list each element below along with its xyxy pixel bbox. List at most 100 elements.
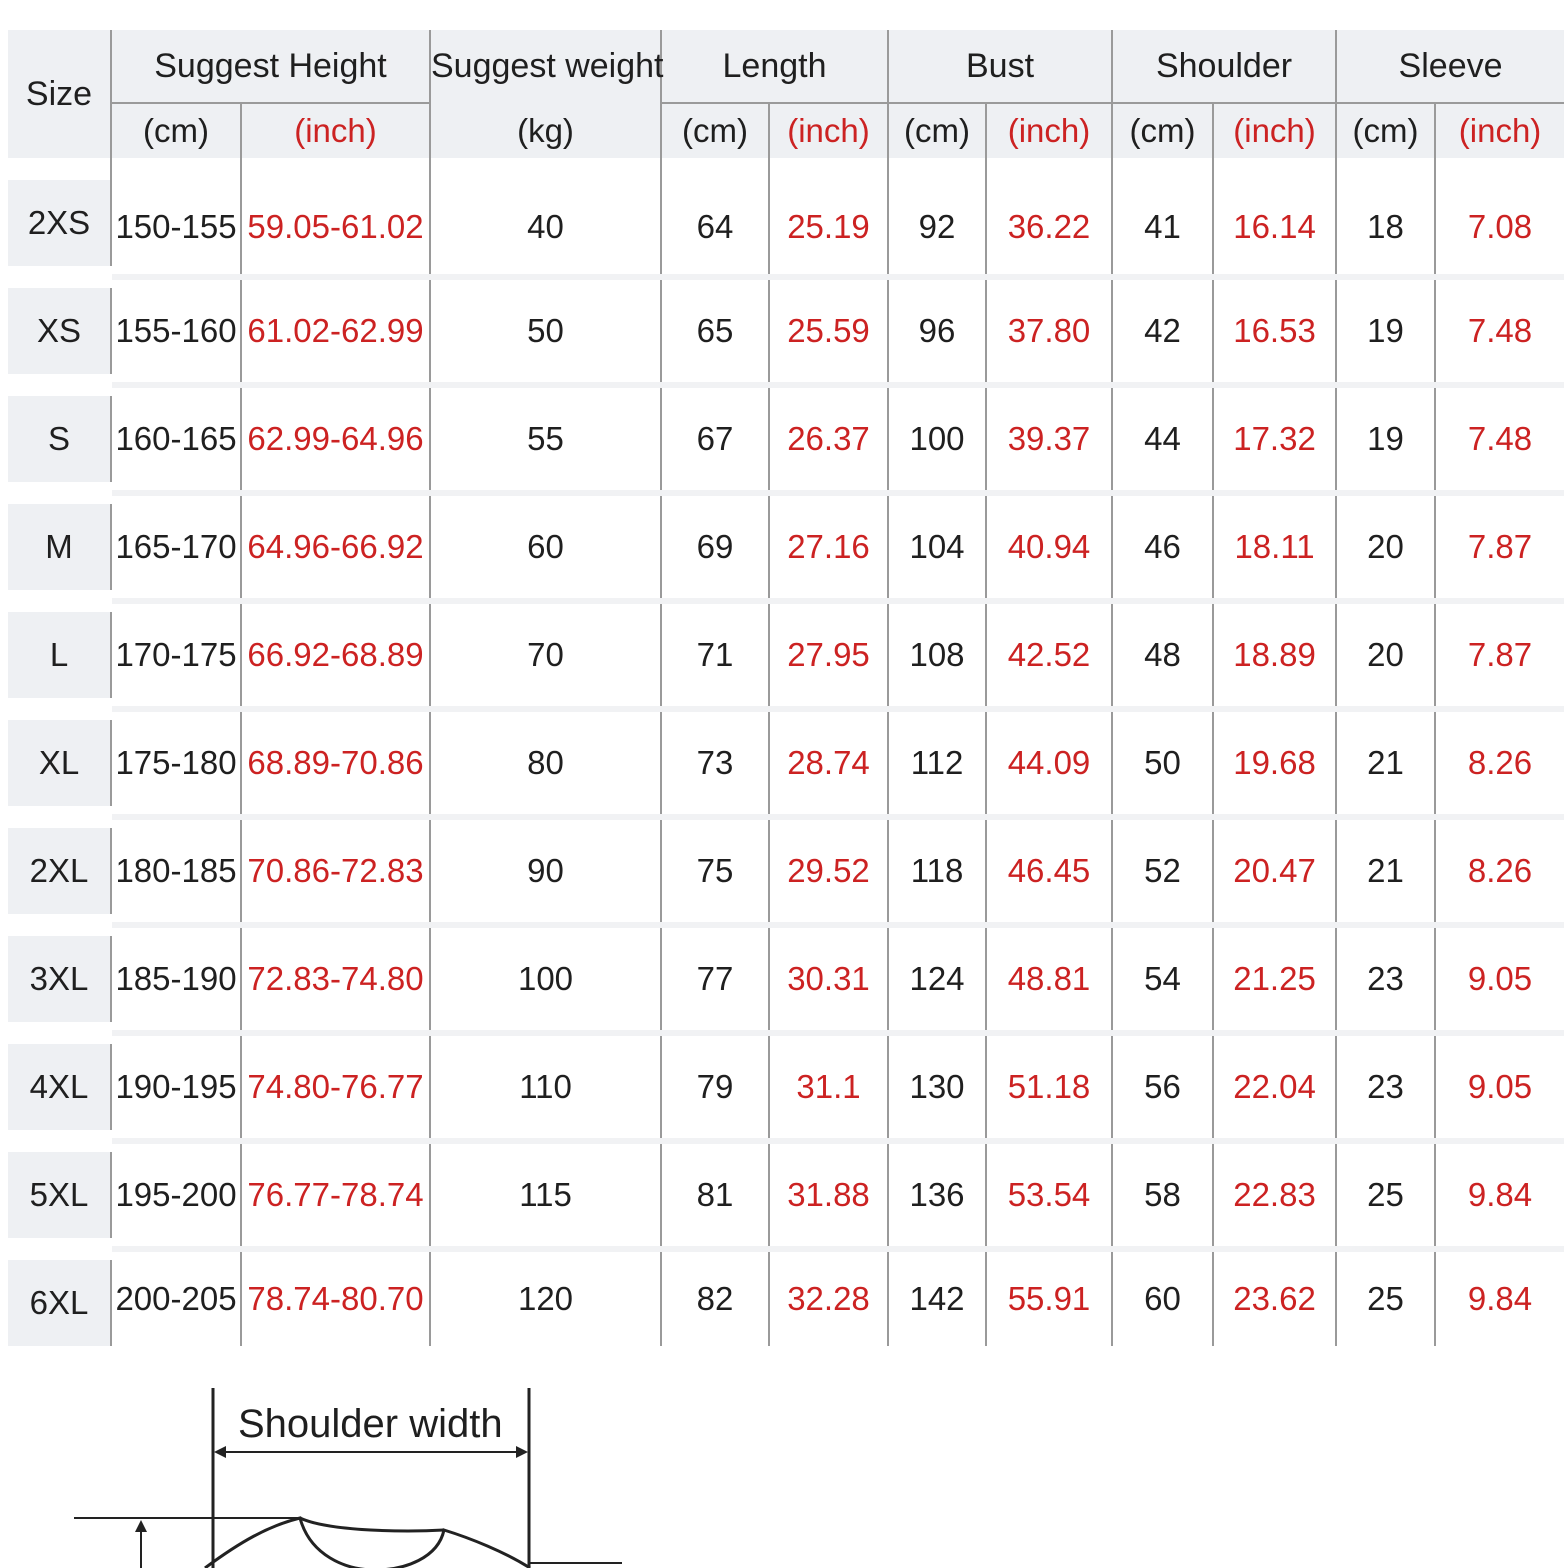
sleeve-cm-cell: 20 <box>1335 493 1436 604</box>
height-inch-cell: 74.80-76.77 <box>240 1033 430 1144</box>
height-inch-cell: 66.92-68.89 <box>240 601 430 712</box>
bust-cm-cell: 136 <box>887 1141 986 1252</box>
sleeve-cm-cell: 23 <box>1335 1033 1436 1144</box>
unit-header-weight-kg: (kg) <box>429 103 661 158</box>
shoulder-arrow-right-head <box>516 1446 528 1458</box>
shoulder-cm-cell: 42 <box>1111 277 1214 388</box>
shoulder-cm-cell: 56 <box>1111 1033 1214 1144</box>
weight-kg-cell: 100 <box>429 925 661 1036</box>
shoulder-cm-cell: 52 <box>1111 817 1214 928</box>
group-header-row: Size Suggest Height Suggest weight Lengt… <box>8 30 1565 158</box>
weight-kg-cell: 55 <box>429 385 661 496</box>
bust-cm-cell: 92 <box>887 180 986 280</box>
size-cell: 6XL <box>8 1249 111 1346</box>
height-inch-cell: 68.89-70.86 <box>240 709 430 820</box>
length-inch-cell: 31.88 <box>768 1141 888 1252</box>
shoulder-inch-cell: 23.62 <box>1212 1249 1337 1346</box>
length-inch-cell: 27.16 <box>768 493 888 604</box>
sleeve-inch-cell: 9.05 <box>1434 925 1565 1036</box>
height-cm-cell: 150-155 <box>110 180 241 280</box>
length-cm-cell: 82 <box>660 1249 769 1346</box>
suggest-weight-header: Suggest weight <box>429 30 664 103</box>
height-cm-cell: 185-190 <box>110 925 241 1036</box>
table-row: 3XL 185-190 72.83-74.80 100 77 30.31 124 48.81 5… <box>8 925 1565 1044</box>
tshirt-collar <box>299 1516 445 1533</box>
weight-kg-cell: 40 <box>429 180 661 280</box>
sleeve-inch-cell: 7.48 <box>1434 277 1565 388</box>
unit-header-sleeve-cm: (cm) <box>1335 103 1436 158</box>
height-cm-cell: 165-170 <box>110 493 241 604</box>
length-cm-cell: 71 <box>660 601 769 712</box>
height-cm-cell: 200-205 <box>110 1249 241 1346</box>
size-chart-table: Size Suggest Height Suggest weight Lengt… <box>8 30 1565 1346</box>
height-inch-cell: 61.02-62.99 <box>240 277 430 388</box>
height-cm-cell: 170-175 <box>110 601 241 712</box>
size-cell: 5XL <box>8 1141 111 1260</box>
shoulder-cm-cell: 46 <box>1111 493 1214 604</box>
height-cm-cell: 160-165 <box>110 385 241 496</box>
bust-inch-cell: 53.54 <box>984 1141 1113 1252</box>
sleeve-cm-cell: 21 <box>1335 817 1436 928</box>
weight-kg-cell: 80 <box>429 709 661 820</box>
table-row: 5XL 195-200 76.77-78.74 115 81 31.88 136 53.54 5… <box>8 1141 1565 1260</box>
shoulder-header: Shoulder <box>1111 30 1337 104</box>
length-inch-cell: 28.74 <box>768 709 888 820</box>
length-inch-cell: 25.19 <box>768 180 888 280</box>
tshirt-measurement-diagram <box>74 1388 622 1568</box>
height-inch-cell: 64.96-66.92 <box>240 493 430 604</box>
size-cell: 2XL <box>8 817 111 936</box>
height-cm-cell: 175-180 <box>110 709 241 820</box>
shoulder-cm-cell: 50 <box>1111 709 1214 820</box>
unit-header-shoulder-inch: (inch) <box>1212 103 1337 158</box>
height-inch-cell: 59.05-61.02 <box>240 180 430 280</box>
length-inch-cell: 30.31 <box>768 925 888 1036</box>
size-cell: 2XS <box>8 180 111 288</box>
bust-cm-cell: 142 <box>887 1249 986 1346</box>
length-arrow-up-head <box>135 1520 147 1532</box>
weight-kg-cell: 50 <box>429 277 661 388</box>
size-cell: XL <box>8 709 111 828</box>
length-cm-cell: 79 <box>660 1033 769 1144</box>
unit-header-shoulder-cm: (cm) <box>1111 103 1214 158</box>
unit-header-height-inch: (inch) <box>240 103 430 158</box>
table-row: 4XL 190-195 74.80-76.77 110 79 31.1 130 51.18 56… <box>8 1033 1565 1152</box>
sleeve-inch-cell: 9.84 <box>1434 1249 1565 1346</box>
length-inch-cell: 25.59 <box>768 277 888 388</box>
shoulder-inch-cell: 18.11 <box>1212 493 1337 604</box>
weight-kg-cell: 90 <box>429 817 661 928</box>
length-cm-cell: 64 <box>660 180 769 280</box>
weight-kg-cell: 110 <box>429 1033 661 1144</box>
length-inch-cell: 31.1 <box>768 1033 888 1144</box>
sleeve-cm-cell: 18 <box>1335 180 1436 280</box>
sleeve-inch-cell: 8.26 <box>1434 709 1565 820</box>
shoulder-inch-cell: 18.89 <box>1212 601 1337 712</box>
sleeve-inch-cell: 7.87 <box>1434 493 1565 604</box>
bust-inch-cell: 39.37 <box>984 385 1113 496</box>
shoulder-cm-cell: 44 <box>1111 385 1214 496</box>
bust-inch-cell: 46.45 <box>984 817 1113 928</box>
height-inch-cell: 76.77-78.74 <box>240 1141 430 1252</box>
shoulder-cm-cell: 58 <box>1111 1141 1214 1252</box>
weight-kg-cell: 120 <box>429 1249 661 1346</box>
shoulder-cm-cell: 54 <box>1111 925 1214 1036</box>
sleeve-inch-cell: 7.87 <box>1434 601 1565 712</box>
height-cm-cell: 195-200 <box>110 1141 241 1252</box>
size-header: Size <box>8 30 111 158</box>
shoulder-inch-cell: 20.47 <box>1212 817 1337 928</box>
bust-cm-cell: 104 <box>887 493 986 604</box>
bust-cm-cell: 108 <box>887 601 986 712</box>
bust-cm-cell: 100 <box>887 385 986 496</box>
suggest-height-header: Suggest Height <box>110 30 430 104</box>
unit-header-bust-cm: (cm) <box>887 103 986 158</box>
size-cell: XS <box>8 277 111 396</box>
shoulder-inch-cell: 22.83 <box>1212 1141 1337 1252</box>
unit-header-length-inch: (inch) <box>768 103 888 158</box>
length-inch-cell: 32.28 <box>768 1249 888 1346</box>
table-row: M 165-170 64.96-66.92 60 69 27.16 104 40.94 46 18… <box>8 493 1565 612</box>
table-row: 6XL 200-205 78.74-80.70 120 82 32.28 142 55.91 6… <box>8 1249 1565 1346</box>
table-row: L 170-175 66.92-68.89 70 71 27.95 108 42.52 48 18… <box>8 601 1565 720</box>
length-cm-cell: 77 <box>660 925 769 1036</box>
sleeve-cm-cell: 19 <box>1335 385 1436 496</box>
bust-cm-cell: 112 <box>887 709 986 820</box>
shoulder-inch-cell: 16.53 <box>1212 277 1337 388</box>
